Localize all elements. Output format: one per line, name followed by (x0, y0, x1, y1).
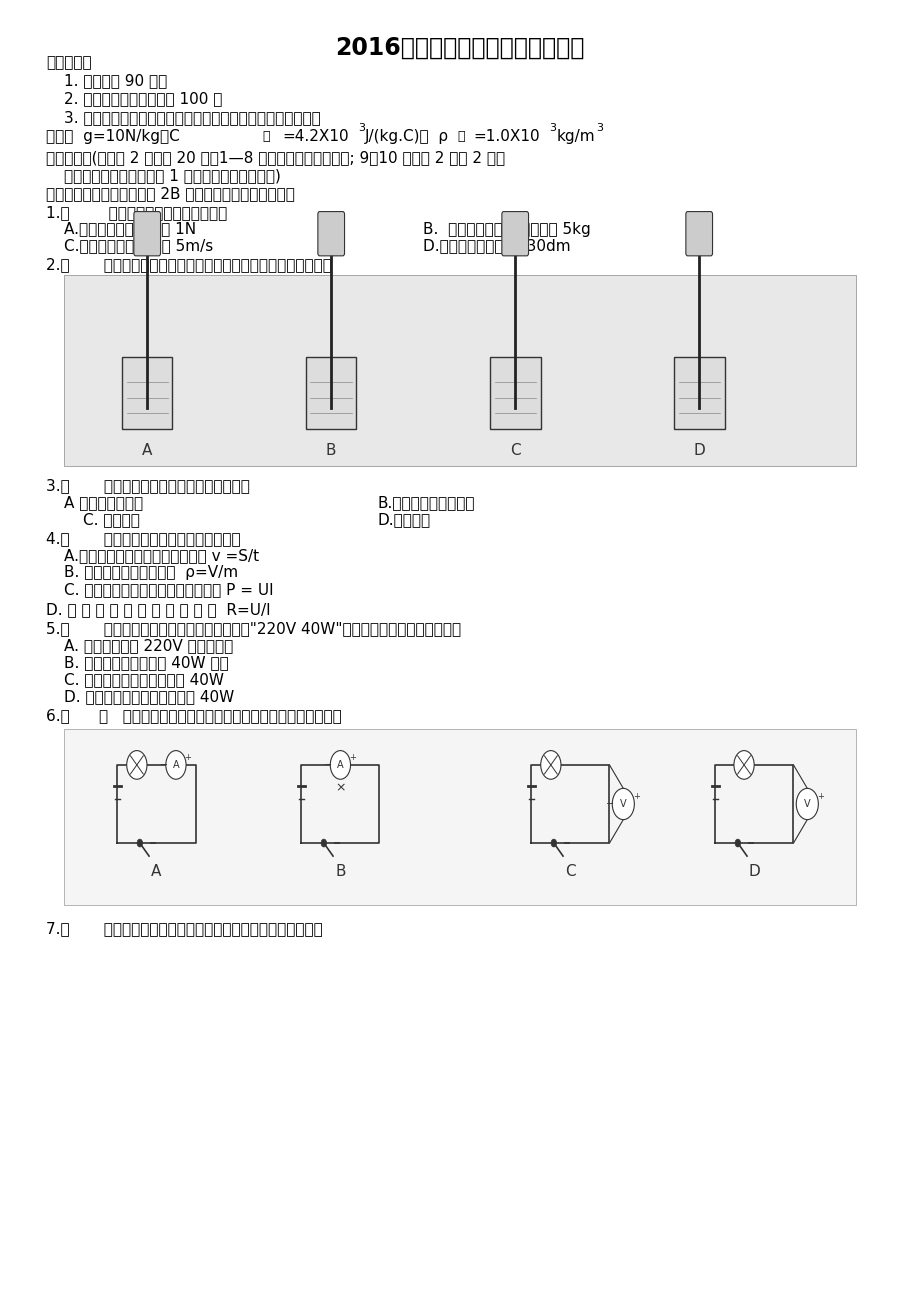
Circle shape (733, 751, 754, 780)
Text: D. 伏 安 法 测 量 电 阻 的 原 理 是  R=U/I: D. 伏 安 法 测 量 电 阻 的 原 理 是 R=U/I (46, 602, 270, 617)
Text: D.小孔成像: D.小孔成像 (377, 512, 430, 527)
Text: V: V (619, 799, 626, 809)
Text: 1.（        ）下列数据与事实相接近的是: 1.（ ）下列数据与事实相接近的是 (46, 204, 227, 220)
Text: +: + (348, 753, 356, 762)
Text: D.物理教材的长度约为 30dm: D.物理教材的长度约为 30dm (423, 238, 570, 254)
Text: B: B (335, 865, 346, 879)
FancyBboxPatch shape (686, 212, 712, 256)
FancyBboxPatch shape (502, 212, 528, 256)
Text: 考生注意：: 考生注意： (46, 55, 92, 70)
Text: kg/m: kg/m (556, 129, 595, 145)
FancyBboxPatch shape (318, 212, 345, 256)
Text: B. 该灯泡的实际功率是 40W 不变: B. 该灯泡的实际功率是 40W 不变 (64, 655, 229, 671)
FancyBboxPatch shape (305, 358, 357, 430)
Text: D: D (693, 443, 704, 458)
Text: 2. 全卷共六道大题，总分 100 分: 2. 全卷共六道大题，总分 100 分 (64, 91, 222, 107)
Text: A: A (173, 760, 179, 769)
Text: +: + (632, 792, 639, 801)
Text: 请把你的选项在答题卡上用 2B 铅笔将相应的大写字母涂黑: 请把你的选项在答题卡上用 2B 铅笔将相应的大写字母涂黑 (46, 186, 295, 202)
Text: B. 测量固体密度的原理是  ρ=V/m: B. 测量固体密度的原理是 ρ=V/m (64, 565, 238, 581)
Circle shape (127, 751, 147, 780)
Text: A 一束光穿透玻璃: A 一束光穿透玻璃 (64, 495, 143, 510)
Bar (64, 275, 855, 466)
Text: 3.（       ）下列四种现象中属于光的反射的始: 3.（ ）下列四种现象中属于光的反射的始 (46, 478, 250, 493)
Text: +: + (816, 792, 823, 801)
Text: 3: 3 (596, 122, 603, 133)
FancyBboxPatch shape (134, 212, 160, 256)
Text: D: D (748, 865, 759, 879)
Text: A.两个鸡蛋的重力大约是 1N: A.两个鸡蛋的重力大约是 1N (64, 221, 197, 237)
Text: 7.（       ）生活中能量转化的实例很多。下列描述中，错误的是: 7.（ ）生活中能量转化的实例很多。下列描述中，错误的是 (46, 921, 323, 936)
Text: −: − (606, 799, 614, 809)
Text: B.  一瓶普通矿泉水的质量约为 5kg: B. 一瓶普通矿泉水的质量约为 5kg (423, 221, 590, 237)
Text: 水: 水 (262, 130, 269, 143)
Text: −: − (324, 760, 332, 769)
Circle shape (550, 840, 556, 848)
Text: A: A (151, 865, 162, 879)
Text: B: B (325, 443, 336, 458)
Text: =4.2X10: =4.2X10 (282, 129, 348, 145)
Text: A. 该灯泡只能在 220V 电压下工作: A. 该灯泡只能在 220V 电压下工作 (64, 638, 233, 654)
Text: C. 该灯泡每秒消耗的电能是 40W: C. 该灯泡每秒消耗的电能是 40W (64, 672, 224, 687)
Text: 3. 所有答案都必须写在答题卡上相对应的题号后的指定区域内: 3. 所有答案都必须写在答题卡上相对应的题号后的指定区域内 (64, 109, 321, 125)
Circle shape (137, 840, 142, 848)
Text: C. 黑板反光: C. 黑板反光 (83, 512, 140, 527)
Circle shape (540, 751, 561, 780)
Text: −: − (160, 760, 168, 769)
Text: 水: 水 (457, 130, 464, 143)
FancyBboxPatch shape (490, 358, 540, 430)
Circle shape (795, 789, 818, 820)
Text: 6.（      ）   如图所示，关于电流表和电压表的使用方法中正确的是: 6.（ ） 如图所示，关于电流表和电压表的使用方法中正确的是 (46, 708, 341, 724)
Text: 1. 考试时间 90 分钟: 1. 考试时间 90 分钟 (64, 73, 167, 89)
Text: 5.（       ）小萌在更换灯泡时发现灯泡上标有"220V 40W"的字样。下列说法中正确的是: 5.（ ）小萌在更换灯泡时发现灯泡上标有"220V 40W"的字样。下列说法中正… (46, 621, 460, 637)
Text: C. 伏安法测量用电器电功率的原理是 P = UI: C. 伏安法测量用电器电功率的原理是 P = UI (64, 582, 274, 598)
Text: C.人正常步行的速度约为 5m/s: C.人正常步行的速度约为 5m/s (64, 238, 213, 254)
Circle shape (734, 840, 740, 848)
Circle shape (321, 840, 326, 848)
FancyBboxPatch shape (674, 358, 724, 430)
Text: 上选项正确，选项不全得 1 分，有错误选项不得分): 上选项正确，选项不全得 1 分，有错误选项不得分) (64, 168, 281, 184)
Text: J/(kg.C)，  ρ: J/(kg.C)， ρ (365, 129, 448, 145)
Text: A.测量运动物体平均速度的原理是 v =S/t: A.测量运动物体平均速度的原理是 v =S/t (64, 548, 259, 564)
Text: D. 该灯泡正常发光时的功率是 40W: D. 该灯泡正常发光时的功率是 40W (64, 689, 234, 704)
FancyBboxPatch shape (121, 358, 173, 430)
Text: V: V (803, 799, 810, 809)
Text: A: A (142, 443, 153, 458)
Text: 3: 3 (549, 122, 556, 133)
Text: 3: 3 (357, 122, 365, 133)
Circle shape (165, 751, 186, 780)
Text: 2016年黑龙江绥化市中考物理试题: 2016年黑龙江绥化市中考物理试题 (335, 36, 584, 60)
Circle shape (330, 751, 350, 780)
Text: C: C (509, 443, 520, 458)
Bar (64, 729, 855, 905)
Text: 本试卷  g=10N/kg，C: 本试卷 g=10N/kg，C (46, 129, 179, 145)
Text: ×: × (335, 783, 346, 794)
Circle shape (612, 789, 634, 820)
Text: A: A (336, 760, 344, 769)
Text: +: + (185, 753, 191, 762)
Text: 4.（       ）下列四个实验原理中，错误的是: 4.（ ）下列四个实验原理中，错误的是 (46, 531, 241, 547)
Text: 2.（       ）实验室使用温度计测量水的温度。下列操作中正确的是: 2.（ ）实验室使用温度计测量水的温度。下列操作中正确的是 (46, 256, 332, 272)
Text: =1.0X10: =1.0X10 (473, 129, 539, 145)
Text: C: C (564, 865, 575, 879)
Text: B.用凹透镜矫正近视眼: B.用凹透镜矫正近视眼 (377, 495, 474, 510)
Text: 一、选择题(每小题 2 分，共 20 分。1—8 小题只有一个选项正确; 9、10 小题有 2 个或 2 个以: 一、选择题(每小题 2 分，共 20 分。1—8 小题只有一个选项正确; 9、1… (46, 150, 505, 165)
